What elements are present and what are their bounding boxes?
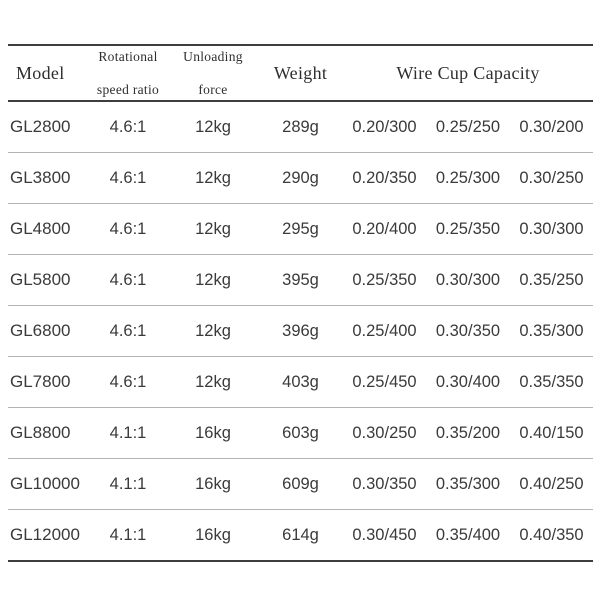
header-unloading-line1: Unloading (183, 49, 243, 64)
cell-capacity-1: 0.25/400 (352, 321, 417, 340)
cell-capacity-2: 0.25/350 (435, 219, 501, 238)
cell-weight: 614g (282, 525, 319, 544)
cell-unloading-force: 12kg (195, 321, 231, 340)
cell-capacity-3: 0.35/300 (519, 321, 584, 340)
table-row: GL5800 4.6:1 12kg 395g 0.25/350 0.30/300… (8, 255, 593, 306)
cell-weight: 395g (282, 270, 319, 289)
cell-capacity-3: 0.40/250 (519, 474, 584, 493)
cell-capacity-2: 0.35/200 (435, 423, 501, 442)
cell-capacity-1: 0.20/400 (352, 219, 417, 238)
cell-capacity-2: 0.35/300 (435, 474, 501, 493)
cell-model: GL8800 (10, 423, 71, 442)
cell-model: GL7800 (10, 372, 71, 391)
cell-weight: 295g (282, 219, 319, 238)
cell-unloading-force: 12kg (195, 372, 231, 391)
cell-capacity-1: 0.25/450 (352, 372, 417, 391)
table-body: GL2800 4.6:1 12kg 289g 0.20/300 0.25/250… (8, 102, 593, 560)
cell-capacity-1: 0.30/350 (352, 474, 417, 493)
cell-unloading-force: 12kg (195, 270, 231, 289)
table-header-row: Model Rotational speed ratio Unloading f… (8, 46, 593, 102)
table-row: GL10000 4.1:1 16kg 609g 0.30/350 0.35/30… (8, 459, 593, 510)
cell-capacity-3: 0.30/200 (519, 117, 584, 136)
header-model: Model (16, 62, 65, 83)
table-row: GL6800 4.6:1 12kg 396g 0.25/400 0.30/350… (8, 306, 593, 357)
cell-speed-ratio: 4.6:1 (109, 270, 147, 289)
cell-capacity-1: 0.25/350 (352, 270, 417, 289)
cell-capacity-1: 0.20/300 (352, 117, 417, 136)
cell-unloading-force: 12kg (195, 168, 231, 187)
cell-speed-ratio: 4.6:1 (109, 168, 147, 187)
table-row: GL8800 4.1:1 16kg 603g 0.30/250 0.35/200… (8, 408, 593, 459)
cell-speed-ratio: 4.6:1 (109, 219, 147, 238)
cell-unloading-force: 12kg (195, 117, 231, 136)
cell-unloading-force: 12kg (195, 219, 231, 238)
cell-capacity-2: 0.30/400 (435, 372, 501, 391)
cell-model: GL10000 (10, 474, 80, 493)
cell-speed-ratio: 4.6:1 (109, 117, 147, 136)
cell-capacity-1: 0.30/450 (352, 525, 417, 544)
cell-model: GL12000 (10, 525, 80, 544)
table-row: GL4800 4.6:1 12kg 295g 0.20/400 0.25/350… (8, 204, 593, 255)
cell-weight: 609g (282, 474, 319, 493)
cell-unloading-force: 16kg (195, 474, 231, 493)
header-rotational-speed-ratio: Rotational speed ratio (88, 46, 168, 100)
table-row: GL12000 4.1:1 16kg 614g 0.30/450 0.35/40… (8, 510, 593, 560)
cell-capacity-2: 0.30/350 (435, 321, 501, 340)
table-row: GL3800 4.6:1 12kg 290g 0.20/350 0.25/300… (8, 153, 593, 204)
table-row: GL7800 4.6:1 12kg 403g 0.25/450 0.30/400… (8, 357, 593, 408)
cell-model: GL6800 (10, 321, 71, 340)
cell-model: GL3800 (10, 168, 71, 187)
spec-table: Model Rotational speed ratio Unloading f… (8, 44, 593, 562)
cell-capacity-3: 0.35/350 (519, 372, 584, 391)
header-unloading-force: Unloading force (168, 46, 258, 100)
cell-weight: 289g (282, 117, 319, 136)
cell-model: GL4800 (10, 219, 71, 238)
cell-model: GL5800 (10, 270, 71, 289)
cell-capacity-3: 0.35/250 (519, 270, 584, 289)
cell-speed-ratio: 4.6:1 (109, 321, 147, 340)
cell-capacity-2: 0.25/300 (435, 168, 501, 187)
cell-capacity-3: 0.40/150 (519, 423, 584, 442)
header-unloading-line2: force (198, 82, 228, 97)
header-weight: Weight (273, 62, 328, 83)
cell-capacity-3: 0.30/300 (519, 219, 584, 238)
cell-weight: 290g (282, 168, 319, 187)
header-rotational-line1: Rotational (98, 49, 158, 64)
cell-capacity-1: 0.20/350 (352, 168, 417, 187)
cell-weight: 603g (282, 423, 319, 442)
cell-speed-ratio: 4.1:1 (109, 423, 147, 442)
header-rotational-line2: speed ratio (96, 82, 160, 97)
cell-speed-ratio: 4.1:1 (109, 525, 147, 544)
cell-capacity-3: 0.40/350 (519, 525, 584, 544)
cell-model: GL2800 (10, 117, 71, 136)
cell-weight: 403g (282, 372, 319, 391)
cell-speed-ratio: 4.1:1 (109, 474, 147, 493)
cell-speed-ratio: 4.6:1 (109, 372, 147, 391)
cell-unloading-force: 16kg (195, 525, 231, 544)
cell-capacity-2: 0.25/250 (435, 117, 501, 136)
cell-capacity-1: 0.30/250 (352, 423, 417, 442)
table-row: GL2800 4.6:1 12kg 289g 0.20/300 0.25/250… (8, 102, 593, 153)
cell-capacity-3: 0.30/250 (519, 168, 584, 187)
header-wire-cup-capacity: Wire Cup Capacity (396, 62, 540, 83)
cell-weight: 396g (282, 321, 319, 340)
cell-capacity-2: 0.30/300 (435, 270, 501, 289)
cell-unloading-force: 16kg (195, 423, 231, 442)
cell-capacity-2: 0.35/400 (435, 525, 501, 544)
